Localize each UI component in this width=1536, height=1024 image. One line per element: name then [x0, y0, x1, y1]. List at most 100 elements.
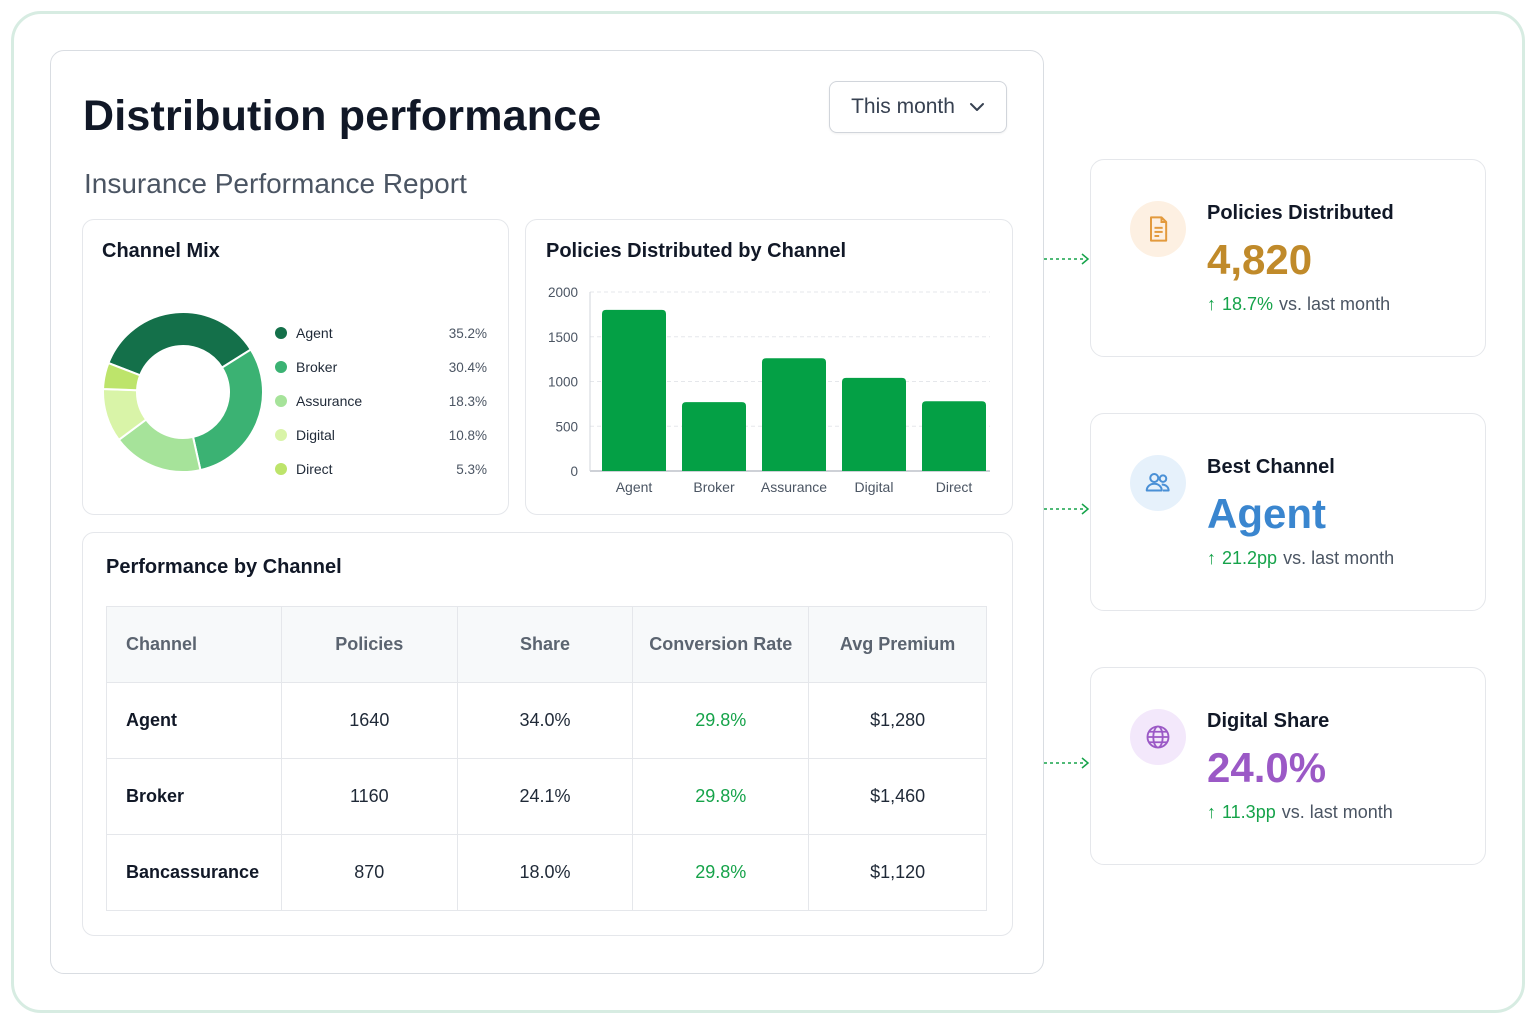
- cell-premium: $1,280: [808, 682, 987, 759]
- kpi-card-policies-distributed[interactable]: Policies Distributed 4,820 ↑ 18.7% vs. l…: [1090, 159, 1486, 357]
- table-row[interactable]: Broker 1160 24.1% 29.8% $1,460: [106, 758, 987, 835]
- x-tick-label: Broker: [693, 479, 735, 495]
- legend-value: 5.3%: [456, 461, 487, 477]
- connector-arrow-icon: [1044, 253, 1090, 265]
- legend-item-direct[interactable]: Direct 5.3%: [275, 452, 487, 486]
- kpi-delta: ↑ 11.3pp vs. last month: [1207, 802, 1393, 823]
- donut-slice-direct[interactable]: [103, 361, 142, 392]
- users-icon: [1130, 455, 1186, 511]
- legend-dot: [275, 429, 287, 441]
- channel-mix-legend: Agent 35.2% Broker 30.4% Assurance 18.3% Digit…: [275, 316, 487, 486]
- cell-share: 18.0%: [456, 834, 633, 911]
- bar-digital[interactable]: [842, 377, 906, 471]
- legend-dot: [275, 327, 287, 339]
- kpi-card-best-channel[interactable]: Best Channel Agent ↑ 21.2pp vs. last mon…: [1090, 413, 1486, 611]
- cell-premium: $1,460: [808, 758, 987, 835]
- connector-arrow-icon: [1044, 757, 1090, 769]
- x-tick-label: Assurance: [761, 479, 827, 495]
- kpi-value: Agent: [1207, 490, 1326, 537]
- legend-item-assurance[interactable]: Assurance 18.3%: [275, 384, 487, 418]
- legend-dot: [275, 463, 287, 475]
- x-tick-label: Agent: [616, 479, 653, 495]
- legend-value: 30.4%: [448, 359, 487, 375]
- kpi-delta-suffix: vs. last month: [1279, 294, 1391, 314]
- bar-direct[interactable]: [922, 401, 986, 471]
- cell-policies: 870: [280, 834, 458, 911]
- cell-policies: 1160: [280, 758, 458, 835]
- legend-item-agent[interactable]: Agent 35.2%: [275, 316, 487, 350]
- y-tick-label: 500: [555, 419, 578, 434]
- donut-slice-broker[interactable]: [191, 348, 263, 472]
- legend-label: Assurance: [296, 393, 363, 409]
- legend-dot: [275, 395, 287, 407]
- column-header-share[interactable]: Share: [456, 606, 634, 683]
- kpi-label: Digital Share: [1207, 710, 1330, 732]
- bar-chart: 0 500 1000 1500 2000 Agent Broker Assurance Digi…: [548, 285, 990, 495]
- legend-value: 10.8%: [448, 427, 487, 443]
- column-header-conversion-rate[interactable]: Conversion Rate: [632, 606, 810, 683]
- bar-chart-title: Policies Distributed by Channel: [546, 240, 847, 262]
- bar-agent[interactable]: [602, 309, 666, 471]
- cell-conversion: 29.8%: [632, 758, 809, 835]
- kpi-card-digital-share[interactable]: Digital Share 24.0% ↑ 11.3pp vs. last mo…: [1090, 667, 1486, 865]
- kpi-label: Policies Distributed: [1207, 202, 1394, 224]
- channel-mix-card: Channel Mix: [82, 219, 509, 515]
- kpi-delta: ↑ 21.2pp vs. last month: [1207, 548, 1394, 569]
- cell-channel: Broker: [106, 758, 282, 835]
- kpi-value: 24.0%: [1207, 744, 1327, 791]
- arrow-up-icon: ↑: [1207, 548, 1216, 568]
- y-tick-label: 2000: [548, 285, 578, 300]
- legend-item-broker[interactable]: Broker 30.4%: [275, 350, 487, 384]
- kpi-label: Best Channel: [1207, 456, 1335, 478]
- cell-share: 34.0%: [456, 682, 633, 759]
- period-dropdown-label: This month: [851, 95, 955, 118]
- y-tick-label: 0: [570, 464, 578, 479]
- legend-value: 35.2%: [448, 325, 487, 341]
- performance-table: Channel Policies Share Conversion Rate A…: [106, 606, 987, 911]
- period-dropdown[interactable]: This month: [829, 81, 1007, 133]
- column-header-channel[interactable]: Channel: [106, 606, 282, 683]
- cell-conversion: 29.8%: [632, 834, 809, 911]
- y-tick-label: 1000: [548, 375, 578, 390]
- globe-icon: [1130, 709, 1186, 765]
- channel-mix-title: Channel Mix: [102, 240, 220, 262]
- kpi-delta-value: 18.7%: [1222, 294, 1274, 314]
- legend-label: Direct: [296, 461, 333, 477]
- legend-item-digital[interactable]: Digital 10.8%: [275, 418, 487, 452]
- page-subtitle: Insurance Performance Report: [84, 168, 467, 199]
- kpi-value: 4,820: [1207, 236, 1313, 283]
- kpi-delta-suffix: vs. last month: [1283, 548, 1395, 568]
- kpi-delta: ↑ 18.7% vs. last month: [1207, 294, 1390, 315]
- cell-channel: Bancassurance: [106, 834, 282, 911]
- legend-dot: [275, 361, 287, 373]
- cell-channel: Agent: [106, 682, 282, 759]
- legend-value: 18.3%: [448, 393, 487, 409]
- kpi-delta-value: 21.2pp: [1222, 548, 1278, 568]
- x-tick-label: Direct: [936, 479, 973, 495]
- column-header-policies[interactable]: Policies: [280, 606, 458, 683]
- legend-label: Agent: [296, 325, 333, 341]
- x-tick-label: Digital: [855, 479, 894, 495]
- chevron-down-icon: [969, 103, 984, 111]
- channel-mix-donut: [103, 312, 263, 472]
- y-tick-label: 1500: [548, 330, 578, 345]
- performance-table-title: Performance by Channel: [106, 556, 342, 578]
- connector-arrow-icon: [1044, 503, 1090, 515]
- page-title: Distribution performance: [83, 92, 602, 140]
- arrow-up-icon: ↑: [1207, 802, 1216, 822]
- cell-conversion: 29.8%: [632, 682, 809, 759]
- bar-broker[interactable]: [682, 402, 746, 471]
- kpi-delta-value: 11.3pp: [1222, 802, 1276, 822]
- bar-assurance[interactable]: [762, 358, 826, 471]
- legend-label: Broker: [296, 359, 338, 375]
- cell-policies: 1640: [280, 682, 458, 759]
- document-icon: [1130, 201, 1186, 257]
- donut-slice-agent[interactable]: [107, 312, 253, 377]
- legend-label: Digital: [296, 427, 335, 443]
- column-header-avg-premium[interactable]: Avg Premium: [808, 606, 987, 683]
- table-row[interactable]: Bancassurance 870 18.0% 29.8% $1,120: [106, 834, 987, 911]
- table-header-row: Channel Policies Share Conversion Rate A…: [106, 606, 987, 683]
- cell-share: 24.1%: [456, 758, 633, 835]
- cell-premium: $1,120: [808, 834, 987, 911]
- table-row[interactable]: Agent 1640 34.0% 29.8% $1,280: [106, 682, 987, 759]
